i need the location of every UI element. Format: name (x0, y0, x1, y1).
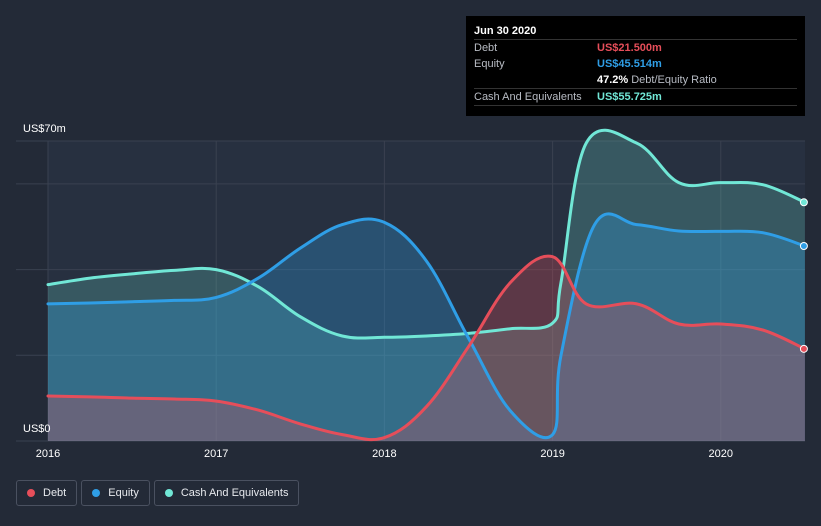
y-axis-top-label: US$70m (23, 123, 66, 135)
legend-item-equity[interactable]: Equity (81, 480, 150, 506)
tooltip-ratio-spacer (474, 72, 597, 88)
tooltip-cash-label: Cash And Equivalents (474, 91, 582, 103)
legend-item-debt[interactable]: Debt (16, 480, 78, 506)
grid (16, 140, 805, 442)
tooltip-date: Jun 30 2020 (474, 25, 537, 37)
legend-equity-label: Equity (108, 487, 139, 499)
cash-end-marker (799, 198, 808, 207)
x-tick-label: 2016 (36, 448, 60, 460)
equity-end-marker (799, 242, 808, 250)
cash-line (46, 128, 807, 340)
tooltip-ratio-value: 47.2% (597, 74, 629, 86)
legend-cash-label: Cash And Equivalents (180, 487, 289, 499)
equity-dot-icon (92, 489, 101, 497)
debt-dot-icon (27, 489, 35, 497)
tooltip-debt-value: US$21.500m (597, 42, 662, 54)
tooltip-equity-value: US$45.514m (597, 58, 662, 70)
legend-item-cash[interactable]: Cash And Equivalents (153, 480, 300, 506)
legend-debt-label: Debt (43, 487, 67, 499)
equity-area (48, 213, 805, 441)
x-tick-label: 2020 (709, 448, 733, 460)
series-lines (46, 128, 807, 442)
tooltip-equity-label: Equity (474, 58, 505, 70)
debt-line (46, 254, 807, 442)
x-tick-label: 2019 (540, 448, 564, 460)
debt-end-marker (799, 344, 808, 353)
equity-line (46, 212, 807, 440)
x-axis-ticks: 2016 2017 2018 2019 2020 (36, 448, 733, 460)
tooltip-ratio-label: Debt/Equity Ratio (631, 74, 717, 86)
debt-area (48, 256, 805, 441)
legend: Debt Equity Cash And Equivalents (16, 480, 300, 508)
cash-dot-icon (164, 489, 173, 497)
x-tick-label: 2018 (372, 448, 396, 460)
series-end-markers (799, 198, 808, 353)
series-areas (48, 130, 805, 442)
plot-shade (48, 141, 805, 441)
x-tick-label: 2017 (204, 448, 228, 460)
tooltip-debt-label: Debt (474, 42, 498, 54)
tooltip-panel: Jun 30 2020 Debt US$21.500m Equity US$45… (466, 16, 805, 116)
y-axis-bottom-label: US$0 (23, 423, 51, 435)
cash-area (48, 130, 805, 442)
tooltip-cash-value: US$55.725m (597, 91, 662, 103)
